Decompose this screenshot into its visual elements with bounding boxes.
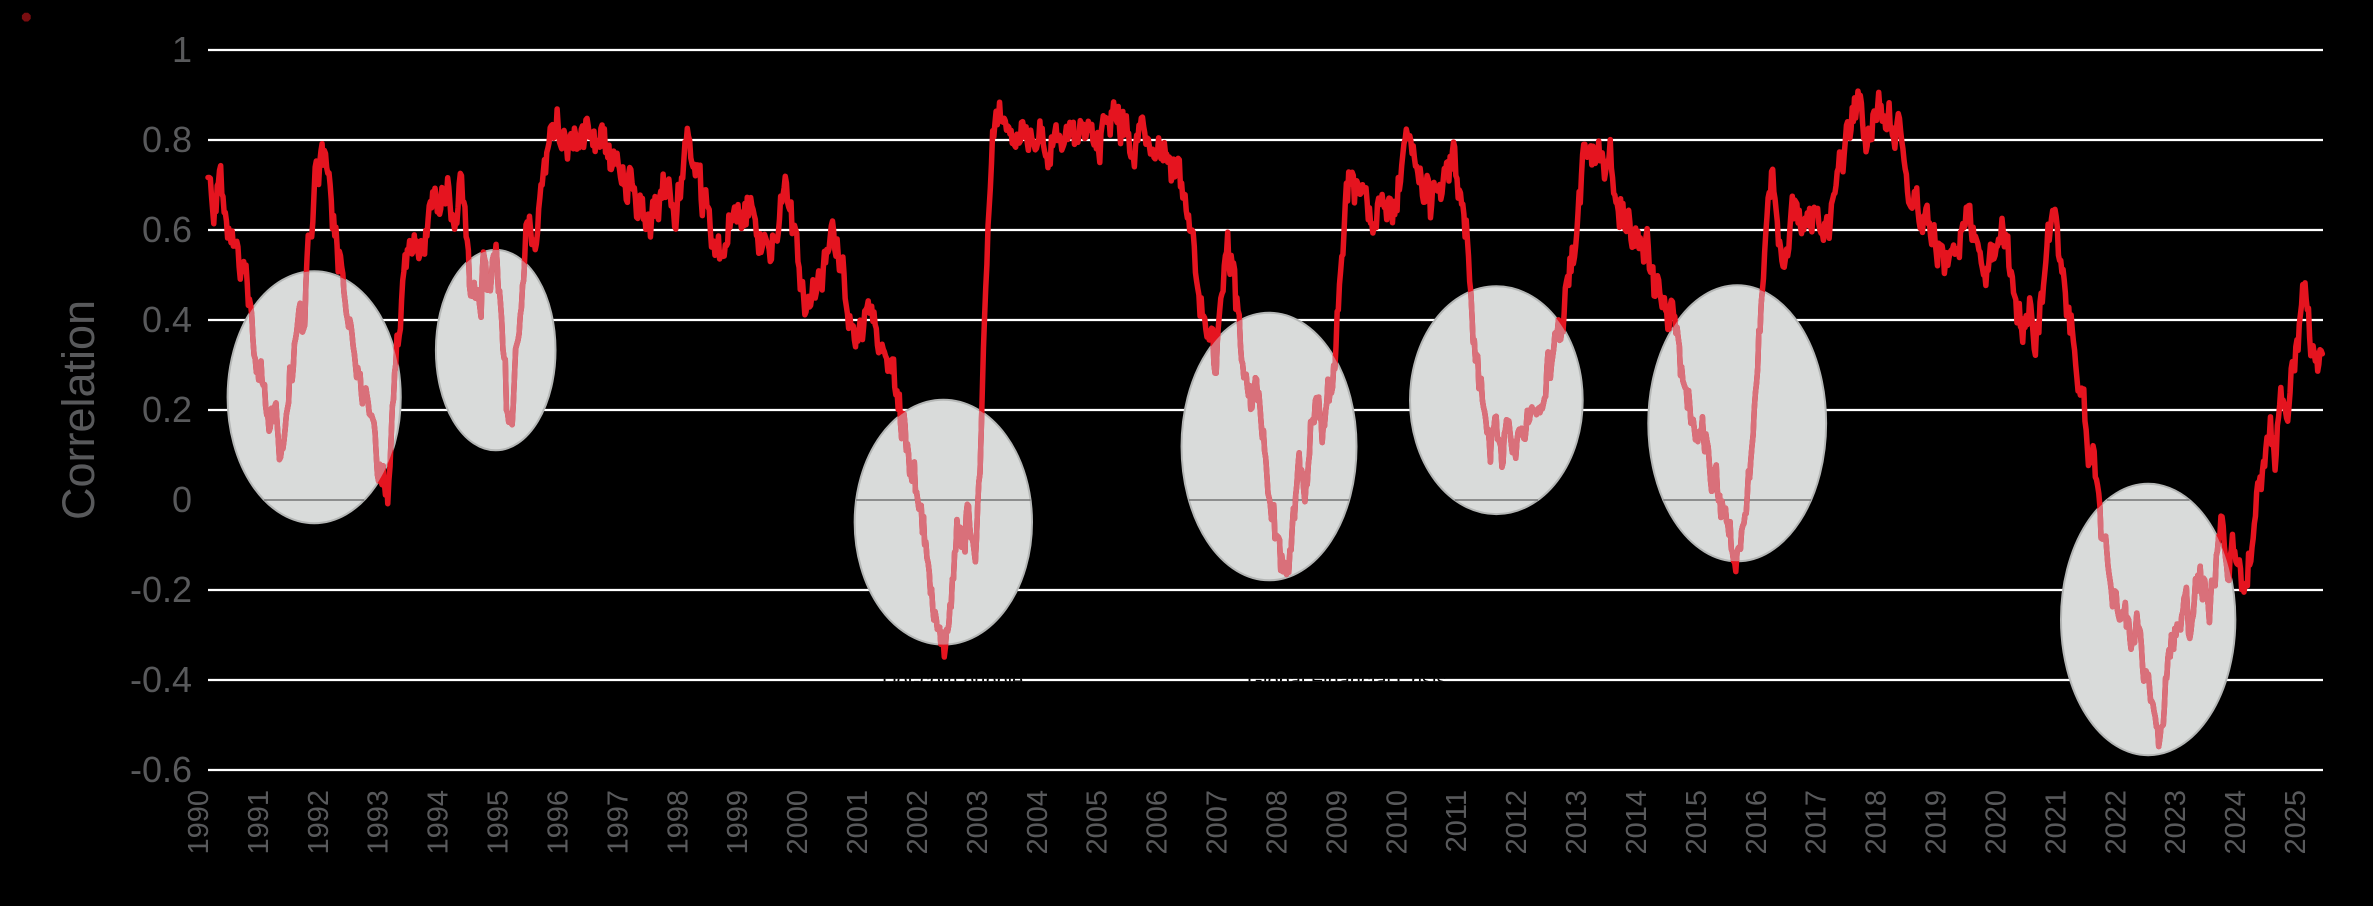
svg-text:2025: 2025 — [2280, 790, 2312, 855]
svg-text:2009: 2009 — [1321, 790, 1353, 855]
svg-text:2008: 2008 — [1262, 790, 1294, 855]
svg-text:1998: 1998 — [662, 790, 694, 855]
svg-text:2002: 2002 — [902, 790, 934, 855]
svg-text:1995: 1995 — [483, 790, 515, 855]
svg-text:2020: 2020 — [1981, 790, 2013, 855]
svg-text:2016: 2016 — [1741, 790, 1773, 855]
svg-text:0.8: 0.8 — [142, 119, 192, 160]
svg-text:-0.2: -0.2 — [130, 569, 192, 610]
svg-text:2021: 2021 — [2040, 790, 2072, 855]
svg-text:2006: 2006 — [1142, 790, 1174, 855]
svg-text:2017: 2017 — [1801, 790, 1833, 855]
svg-text:-0.4: -0.4 — [130, 659, 192, 700]
svg-text:1997: 1997 — [602, 790, 634, 855]
svg-text:0.6: 0.6 — [142, 209, 192, 250]
svg-text:2001: 2001 — [842, 790, 874, 855]
svg-text:2023: 2023 — [2160, 790, 2192, 855]
svg-text:2022: 2022 — [2100, 790, 2132, 855]
svg-text:Correlation: Correlation — [53, 300, 104, 520]
svg-text:1994: 1994 — [423, 790, 455, 855]
svg-text:2014: 2014 — [1621, 790, 1653, 855]
svg-text:2015: 2015 — [1681, 790, 1713, 855]
svg-text:2003: 2003 — [962, 790, 994, 855]
svg-text:2007: 2007 — [1202, 790, 1234, 855]
svg-text:2012: 2012 — [1501, 790, 1533, 855]
svg-text:2019: 2019 — [1921, 790, 1953, 855]
svg-text:2013: 2013 — [1561, 790, 1593, 855]
svg-text:1999: 1999 — [722, 790, 754, 855]
svg-text:Dot-com bubble: Dot-com bubble — [882, 670, 1023, 692]
svg-text:1: 1 — [172, 29, 192, 70]
svg-text:2010: 2010 — [1381, 790, 1413, 855]
svg-text:2011: 2011 — [1441, 790, 1473, 852]
svg-text:1991: 1991 — [243, 790, 275, 855]
svg-text:1993: 1993 — [363, 790, 395, 855]
svg-text:2004: 2004 — [1022, 790, 1054, 855]
svg-text:1992: 1992 — [303, 790, 335, 855]
svg-text:Global Financial Crisis: Global Financial Crisis — [1248, 670, 1447, 692]
svg-text:0.4: 0.4 — [142, 299, 192, 340]
svg-text:1990: 1990 — [183, 790, 215, 855]
svg-text:-0.6: -0.6 — [130, 749, 192, 790]
svg-text:2000: 2000 — [782, 790, 814, 855]
svg-text:2024: 2024 — [2220, 790, 2252, 855]
svg-text:0: 0 — [172, 479, 192, 520]
svg-text:2018: 2018 — [1861, 790, 1893, 855]
svg-text:1996: 1996 — [543, 790, 575, 855]
svg-text:0.2: 0.2 — [142, 389, 192, 430]
svg-text:2005: 2005 — [1082, 790, 1114, 855]
